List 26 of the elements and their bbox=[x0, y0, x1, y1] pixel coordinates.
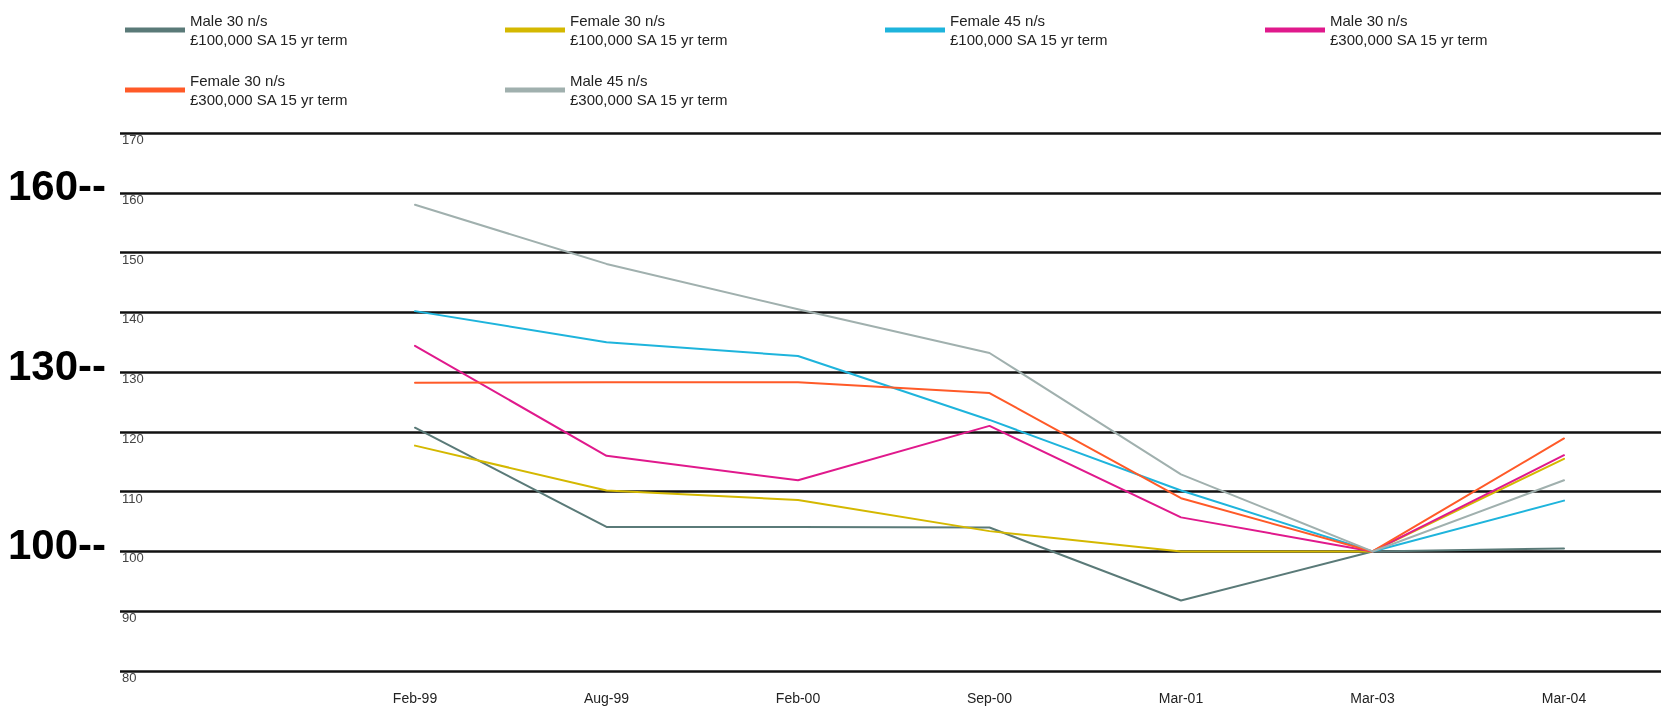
y-tick-label: 160 bbox=[122, 191, 144, 207]
y-tick-label: 100 bbox=[122, 550, 144, 566]
legend-label: Female 45 n/s £100,000 SA 15 yr term bbox=[950, 12, 1108, 48]
x-tick-label: Mar-01 bbox=[1158, 690, 1204, 706]
legend-label: Male 45 n/s £300,000 SA 15 yr term bbox=[570, 72, 728, 108]
text: 130-- bbox=[8, 341, 107, 389]
x-tick-label: Feb-00 bbox=[775, 690, 821, 706]
x-tick-label: Mar-04 bbox=[1541, 690, 1587, 706]
y-tick-label: 150 bbox=[122, 251, 144, 267]
y-tick-label: 130 bbox=[122, 371, 144, 387]
x-tick-label: Aug-99 bbox=[583, 690, 630, 706]
y-tick-label: 90 bbox=[122, 610, 137, 626]
legend-label: Male 30 n/s £300,000 SA 15 yr term bbox=[1330, 12, 1488, 48]
text: 100-- bbox=[8, 520, 107, 568]
legend-label: Female 30 n/s £100,000 SA 15 yr term bbox=[570, 12, 728, 48]
x-tick-label: Sep-00 bbox=[966, 690, 1013, 706]
y-tick-label: 80 bbox=[122, 670, 137, 685]
y-tick-label: 140 bbox=[122, 311, 144, 327]
legend-label: Male 30 n/s £100,000 SA 15 yr term bbox=[190, 12, 348, 48]
text: 160-- bbox=[8, 162, 107, 210]
x-tick-label: Mar-03 bbox=[1350, 690, 1395, 706]
legend-label: Female 30 n/s £300,000 SA 15 yr term bbox=[190, 72, 348, 108]
y-tick-label: 170 bbox=[122, 132, 144, 147]
y-tick-label: 120 bbox=[122, 430, 144, 446]
x-tick-label: Feb-99 bbox=[392, 690, 438, 706]
y-tick-label: 110 bbox=[122, 490, 143, 506]
